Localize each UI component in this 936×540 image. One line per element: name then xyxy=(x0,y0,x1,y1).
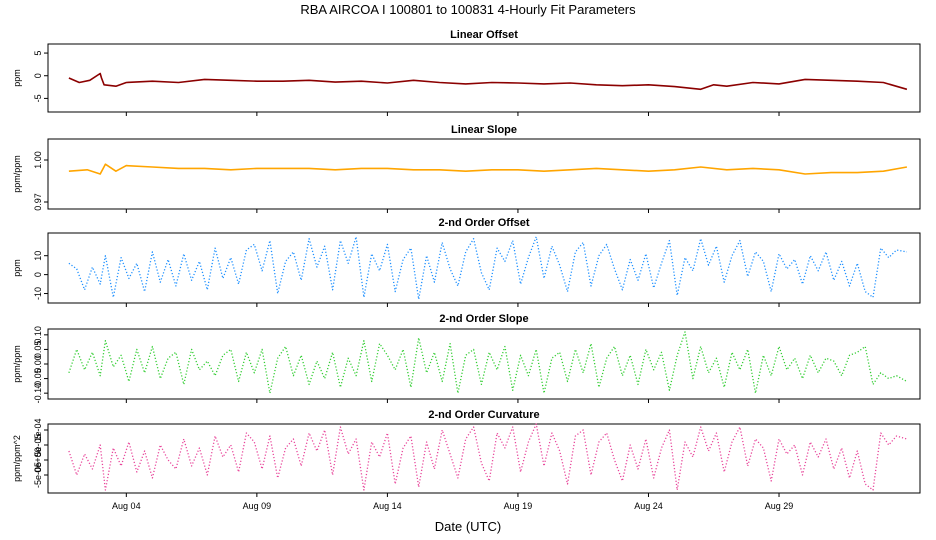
x-tick-label: Aug 04 xyxy=(112,501,141,511)
x-tick-label: Aug 29 xyxy=(765,501,794,511)
y-tick-label: 0.97 xyxy=(33,193,43,211)
y-tick-label: 10 xyxy=(33,251,43,261)
y-axis-label: ppm/ppm^2 xyxy=(12,435,22,482)
plot-frame xyxy=(47,232,921,304)
y-tick-label: -0.10 xyxy=(33,383,43,404)
series-line xyxy=(68,423,908,491)
y-tick-label: 0 xyxy=(33,73,43,78)
panel-1: Linear Offset 5 0 -5 ppm xyxy=(12,29,921,116)
plot-frame xyxy=(47,423,921,494)
x-axis-label: Date (UTC) xyxy=(435,519,501,534)
y-tick-label: -0.05 xyxy=(33,368,43,389)
y-axis-label: ppm xyxy=(12,69,22,87)
y-axis-label: ppm/ppm xyxy=(12,155,22,193)
series-line xyxy=(68,163,908,175)
panel-title: 2-nd Order Slope xyxy=(439,313,528,325)
panel-title: Linear Slope xyxy=(451,124,517,136)
series-line xyxy=(68,72,908,91)
series-line xyxy=(68,236,908,300)
y-tick-label: -5 xyxy=(33,94,43,102)
x-tick-label: Aug 14 xyxy=(373,501,402,511)
y-tick-label: 1.00 xyxy=(33,151,43,169)
y-tick-label: 1e-04 xyxy=(33,418,43,441)
plot-frame xyxy=(47,43,921,113)
y-tick-label: 0.10 xyxy=(33,326,43,344)
panel-title: 2-nd Order Curvature xyxy=(428,409,539,421)
y-tick-label: 5 xyxy=(33,51,43,56)
panel-title: 2-nd Order Offset xyxy=(438,217,529,229)
panel-title: Linear Offset xyxy=(450,29,518,41)
panel-5: 2-nd Order Curvature 1e-045e-050e+00-5e-0… xyxy=(12,409,921,497)
main-title: RBA AIRCOA I 100801 to 100831 4-Hourly F… xyxy=(300,2,636,17)
panel-3: 2-nd Order Offset 10 0 -10 ppm xyxy=(12,217,921,307)
panels: Linear Offset 5 0 -5 ppm Linear Slope 1.00 0.97… xyxy=(12,29,921,497)
y-tick-label: -5e-05 xyxy=(33,462,43,488)
x-axis: Aug 04 Aug 09 Aug 14 Aug 19 Aug 24 Aug 29 xyxy=(112,501,793,511)
panel-4: 2-nd Order Slope 0.100.050.00-0.05-0.10 pp… xyxy=(12,313,921,404)
y-tick-label: 0.00 xyxy=(33,355,43,373)
series-line xyxy=(68,331,908,394)
x-tick-label: Aug 09 xyxy=(243,501,272,511)
x-tick-label: Aug 24 xyxy=(634,501,663,511)
y-tick-label: 0e+00 xyxy=(33,447,43,472)
y-tick-label: 5e-05 xyxy=(33,433,43,456)
y-axis-label: ppm/ppm xyxy=(12,345,22,383)
y-axis-label: ppm xyxy=(12,259,22,277)
x-tick-label: Aug 19 xyxy=(504,501,533,511)
panel-2: Linear Slope 1.00 0.97 ppm/ppm xyxy=(12,124,921,213)
plot-frame xyxy=(47,138,921,210)
y-tick-label: -10 xyxy=(33,287,43,300)
y-tick-label: 0 xyxy=(33,272,43,277)
y-tick-label: 0.05 xyxy=(33,341,43,359)
